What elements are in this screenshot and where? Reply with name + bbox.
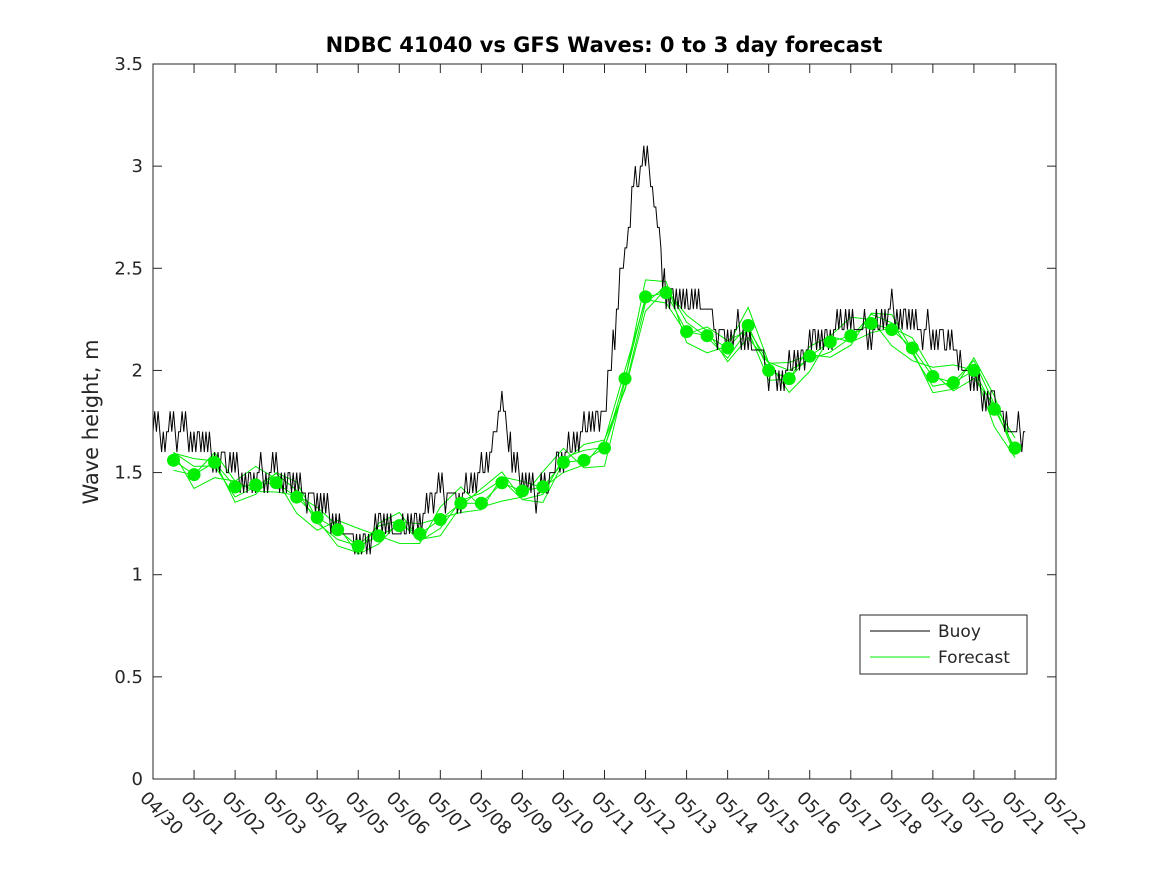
y-axis-label: Wave height, m <box>79 339 103 504</box>
forecast-point <box>987 402 1001 416</box>
forecast-point <box>721 341 735 355</box>
forecast-point <box>885 323 899 337</box>
forecast-point <box>187 468 201 482</box>
forecast-point <box>495 476 509 490</box>
legend-box <box>859 614 1028 675</box>
forecast-point <box>372 529 386 543</box>
forecast-point <box>515 484 529 498</box>
forecast-point <box>700 329 714 343</box>
forecast-point <box>782 372 796 386</box>
forecast-point <box>208 455 222 469</box>
forecast-point <box>680 325 694 339</box>
y-tick-label: 2 <box>132 360 143 381</box>
y-tick-label: 2.5 <box>114 258 143 279</box>
forecast-point <box>249 478 263 492</box>
y-tick-label: 3 <box>132 156 143 177</box>
y-tick-label: 0 <box>132 769 143 790</box>
forecast-point <box>967 363 981 377</box>
forecast-point <box>433 513 447 527</box>
forecast-point <box>926 370 940 384</box>
forecast-point <box>1008 441 1022 455</box>
forecast-point <box>864 316 878 330</box>
forecast-line <box>173 299 1016 555</box>
forecast-point <box>905 341 919 355</box>
forecast-point <box>639 290 653 304</box>
forecast-point <box>762 363 776 377</box>
forecast-point <box>618 372 632 386</box>
forecast-point <box>598 441 611 455</box>
forecast-point <box>392 519 406 533</box>
y-tick-label: 0.5 <box>114 667 143 688</box>
forecast-point <box>577 453 591 467</box>
forecast-point <box>167 453 181 467</box>
forecast-point <box>290 490 304 504</box>
forecast-point <box>474 496 488 510</box>
forecast-point <box>659 286 673 300</box>
forecast-markers <box>167 286 1022 553</box>
legend: Buoy Forecast <box>859 614 1028 675</box>
forecast-point <box>413 527 427 541</box>
chart-title: NDBC 41040 vs GFS Waves: 0 to 3 day fore… <box>326 33 883 57</box>
forecast-point <box>269 476 283 490</box>
forecast-point <box>454 496 468 510</box>
forecast-point <box>556 455 570 469</box>
forecast-point <box>331 523 345 537</box>
y-tick-label: 3.5 <box>114 54 143 75</box>
forecast-point <box>351 539 365 553</box>
y-tick-label: 1 <box>132 565 143 586</box>
forecast-point <box>310 511 324 525</box>
forecast-point <box>803 349 817 363</box>
legend-buoy-label: Buoy <box>938 622 981 642</box>
forecast-point <box>536 480 550 494</box>
y-tick-label: 1.5 <box>114 463 143 484</box>
forecast-point <box>946 376 960 390</box>
legend-forecast-label: Forecast <box>938 648 1010 668</box>
forecast-point <box>228 480 242 494</box>
forecast-point <box>823 335 837 349</box>
forecast-point <box>741 318 755 332</box>
forecast-point <box>844 329 858 343</box>
y-axis: 0 0.5 1 1.5 2 2.5 3 3.5 <box>114 54 1056 790</box>
